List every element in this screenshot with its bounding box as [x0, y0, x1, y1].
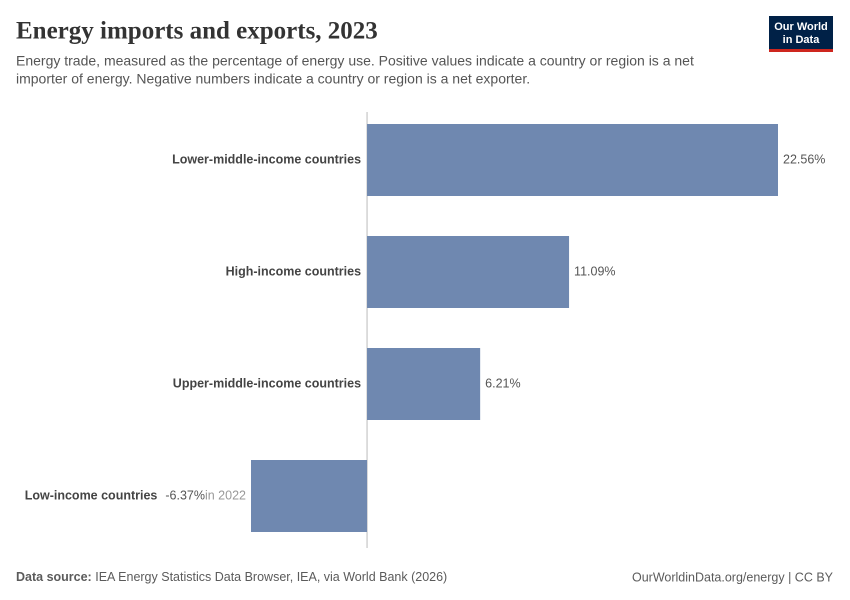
category-label: Upper-middle-income countries: [173, 376, 361, 390]
value-label: -6.37%: [165, 488, 205, 502]
category-label: High-income countries: [226, 264, 361, 278]
value-label: 22.56%: [783, 152, 825, 166]
value-label: 11.09%: [574, 264, 615, 278]
logo-text: in Data: [783, 34, 821, 46]
logo-text: Our World: [774, 21, 828, 33]
subtitle: Energy trade, measured as the percentage…: [16, 53, 694, 69]
source: Data source: IEA Energy Statistics Data …: [16, 570, 447, 584]
bar: [367, 124, 778, 196]
category-label: Lower-middle-income countries: [172, 152, 361, 166]
bar: [367, 348, 481, 420]
source-text: IEA Energy Statistics Data Browser, IEA,…: [95, 570, 447, 584]
value-label: 6.21%: [485, 376, 520, 390]
note: in 2022: [205, 488, 246, 502]
source-label: Data source:: [16, 570, 92, 584]
category-label: Low-income countries: [25, 488, 158, 502]
logo-stripe: [769, 49, 833, 52]
credit[interactable]: OurWorldinData.org/energy | CC BY: [632, 570, 834, 584]
chart-title: Energy imports and exports, 2023: [16, 18, 378, 45]
logo[interactable]: Our World in Data: [769, 16, 833, 52]
subtitle: importer of energy. Negative numbers ind…: [16, 71, 530, 87]
bar: [367, 236, 570, 308]
bar: [251, 460, 368, 532]
logo-box: [769, 16, 833, 52]
